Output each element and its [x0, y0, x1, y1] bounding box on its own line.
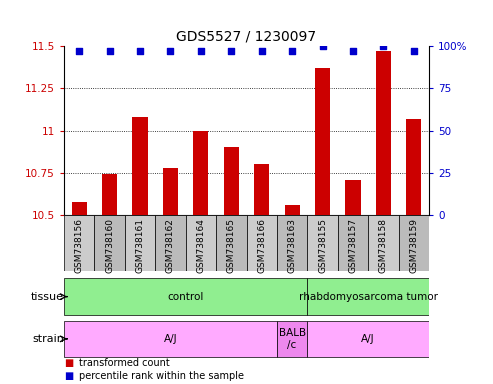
- Bar: [102, 174, 117, 215]
- Text: GSM738156: GSM738156: [75, 218, 84, 273]
- Bar: [368, 215, 398, 271]
- Bar: [95, 215, 125, 271]
- Text: GSM738159: GSM738159: [409, 218, 418, 273]
- Bar: [193, 131, 209, 215]
- Bar: [224, 147, 239, 215]
- Text: strain: strain: [32, 334, 64, 344]
- Text: transformed count: transformed count: [79, 358, 170, 368]
- Bar: [246, 215, 277, 271]
- Point: [106, 48, 113, 54]
- Bar: [71, 202, 87, 215]
- Bar: [307, 215, 338, 271]
- Text: GSM738166: GSM738166: [257, 218, 266, 273]
- Point: [380, 43, 387, 49]
- Point: [349, 48, 357, 54]
- Text: GSM738155: GSM738155: [318, 218, 327, 273]
- Bar: [376, 51, 391, 215]
- Point: [197, 48, 205, 54]
- Bar: [307, 321, 429, 357]
- Bar: [315, 68, 330, 215]
- Text: rhabdomyosarcoma tumor: rhabdomyosarcoma tumor: [299, 291, 438, 302]
- Text: A/J: A/J: [164, 334, 177, 344]
- Point: [227, 48, 235, 54]
- Text: BALB
/c: BALB /c: [279, 328, 306, 350]
- Bar: [133, 117, 148, 215]
- Bar: [345, 180, 360, 215]
- Title: GDS5527 / 1230097: GDS5527 / 1230097: [176, 30, 317, 43]
- Text: GSM738162: GSM738162: [166, 218, 175, 273]
- Point: [318, 43, 326, 49]
- Bar: [64, 278, 307, 315]
- Text: tissue: tissue: [31, 291, 64, 302]
- Point: [136, 48, 144, 54]
- Bar: [338, 215, 368, 271]
- Text: percentile rank within the sample: percentile rank within the sample: [79, 371, 244, 381]
- Bar: [64, 321, 277, 357]
- Text: ■: ■: [64, 358, 73, 368]
- Point: [75, 48, 83, 54]
- Bar: [125, 215, 155, 271]
- Text: GSM738163: GSM738163: [287, 218, 297, 273]
- Text: ■: ■: [64, 371, 73, 381]
- Bar: [163, 168, 178, 215]
- Text: A/J: A/J: [361, 334, 375, 344]
- Text: control: control: [168, 291, 204, 302]
- Text: GSM738161: GSM738161: [136, 218, 144, 273]
- Bar: [64, 215, 95, 271]
- Bar: [254, 164, 269, 215]
- Bar: [277, 321, 307, 357]
- Bar: [155, 215, 186, 271]
- Bar: [406, 119, 422, 215]
- Text: GSM738164: GSM738164: [196, 218, 206, 273]
- Bar: [284, 205, 300, 215]
- Bar: [186, 215, 216, 271]
- Text: GSM738157: GSM738157: [349, 218, 357, 273]
- Point: [167, 48, 175, 54]
- Text: GSM738160: GSM738160: [105, 218, 114, 273]
- Bar: [398, 215, 429, 271]
- Text: GSM738165: GSM738165: [227, 218, 236, 273]
- Point: [288, 48, 296, 54]
- Bar: [277, 215, 307, 271]
- Point: [258, 48, 266, 54]
- Point: [410, 48, 418, 54]
- Text: GSM738158: GSM738158: [379, 218, 388, 273]
- Bar: [216, 215, 246, 271]
- Bar: [307, 278, 429, 315]
